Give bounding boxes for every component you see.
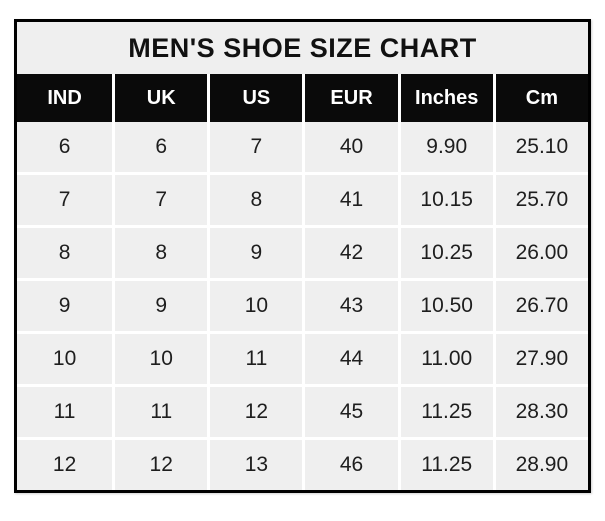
col-header-us: US xyxy=(207,74,303,122)
table-row: 9 9 10 43 10.50 26.70 xyxy=(17,278,588,331)
chart-title: MEN'S SHOE SIZE CHART xyxy=(17,22,588,74)
table-cell: 9 xyxy=(112,278,208,331)
table-cell: 11.00 xyxy=(397,331,493,384)
table-cell: 9 xyxy=(207,225,303,278)
table-cell: 8 xyxy=(17,225,113,278)
table-row: 12 12 13 46 11.25 28.90 xyxy=(17,437,588,490)
table-cell: 10.50 xyxy=(397,278,493,331)
table-cell: 12 xyxy=(207,384,303,437)
table-cell: 10 xyxy=(112,331,208,384)
table-cell: 11.25 xyxy=(397,437,493,490)
table-cell: 42 xyxy=(302,225,398,278)
table-cell: 9 xyxy=(17,278,113,331)
table-cell: 11 xyxy=(17,384,113,437)
table-cell: 7 xyxy=(17,172,113,225)
col-header-cm: Cm xyxy=(492,74,588,122)
table-header-row: IND UK US EUR Inches Cm xyxy=(17,74,588,122)
col-header-ind: IND xyxy=(17,74,113,122)
table-cell: 11 xyxy=(207,331,303,384)
size-table: IND UK US EUR Inches Cm 6 6 7 40 9.90 25.10 7 7… xyxy=(17,74,588,490)
col-header-uk: UK xyxy=(112,74,208,122)
table-cell: 7 xyxy=(112,172,208,225)
table-row: 10 10 11 44 11.00 27.90 xyxy=(17,331,588,384)
table-row: 7 7 8 41 10.15 25.70 xyxy=(17,172,588,225)
table-cell: 25.70 xyxy=(492,172,588,225)
table-cell: 9.90 xyxy=(397,122,493,172)
table-cell: 10 xyxy=(207,278,303,331)
table-cell: 7 xyxy=(207,122,303,172)
table-row: 8 8 9 42 10.25 26.00 xyxy=(17,225,588,278)
table-cell: 6 xyxy=(17,122,113,172)
table-cell: 25.10 xyxy=(492,122,588,172)
table-cell: 10 xyxy=(17,331,113,384)
shoe-size-chart: MEN'S SHOE SIZE CHART IND UK US EUR Inch… xyxy=(14,19,591,493)
table-cell: 11.25 xyxy=(397,384,493,437)
table-cell: 26.00 xyxy=(492,225,588,278)
table-cell: 46 xyxy=(302,437,398,490)
table-cell: 12 xyxy=(112,437,208,490)
table-cell: 45 xyxy=(302,384,398,437)
col-header-eur: EUR xyxy=(302,74,398,122)
table-cell: 10.15 xyxy=(397,172,493,225)
table-cell: 6 xyxy=(112,122,208,172)
col-header-inches: Inches xyxy=(397,74,493,122)
table-cell: 27.90 xyxy=(492,331,588,384)
table-cell: 28.90 xyxy=(492,437,588,490)
table-cell: 8 xyxy=(112,225,208,278)
table-cell: 41 xyxy=(302,172,398,225)
table-cell: 10.25 xyxy=(397,225,493,278)
table-cell: 11 xyxy=(112,384,208,437)
table-row: 6 6 7 40 9.90 25.10 xyxy=(17,122,588,172)
table-cell: 26.70 xyxy=(492,278,588,331)
table-body: 6 6 7 40 9.90 25.10 7 7 8 41 10.15 25.70 8 8 9 42 10.25 2… xyxy=(17,122,588,490)
table-cell: 13 xyxy=(207,437,303,490)
table-cell: 8 xyxy=(207,172,303,225)
table-cell: 40 xyxy=(302,122,398,172)
table-cell: 12 xyxy=(17,437,113,490)
table-row: 11 11 12 45 11.25 28.30 xyxy=(17,384,588,437)
table-cell: 43 xyxy=(302,278,398,331)
table-cell: 44 xyxy=(302,331,398,384)
table-cell: 28.30 xyxy=(492,384,588,437)
